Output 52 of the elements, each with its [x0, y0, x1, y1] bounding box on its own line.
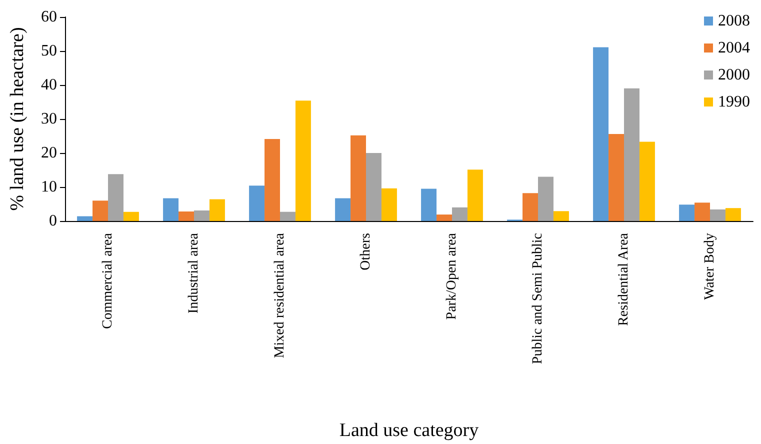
x-tick-label: Others [358, 233, 374, 270]
legend-label: 2008 [718, 12, 750, 30]
y-axis-title: % land use (in heactare) [7, 27, 28, 211]
bar [209, 199, 225, 221]
bar [538, 176, 554, 221]
legend-label: 2004 [718, 40, 750, 56]
x-tick-label: Commercial area [100, 232, 116, 330]
x-tick-label: Mixed residential area [272, 232, 288, 358]
y-tick-label: 40 [41, 76, 57, 94]
bar [295, 100, 311, 221]
y-tick-label: 50 [41, 42, 57, 60]
y-tick-label: 30 [41, 110, 57, 128]
y-tick-label: 0 [49, 212, 57, 230]
bar [639, 142, 655, 221]
bar [335, 198, 351, 221]
y-tick-label: 60 [41, 8, 57, 26]
bar [608, 134, 624, 221]
bar [123, 212, 139, 221]
bar [593, 47, 609, 221]
x-tick-label: Park/Open area [444, 232, 460, 320]
bar [264, 139, 280, 221]
bar [178, 211, 194, 221]
bar [108, 174, 124, 221]
y-tick-label: 10 [41, 178, 57, 196]
bar [163, 198, 179, 221]
bar [710, 209, 726, 221]
bar [92, 200, 108, 221]
bar [694, 202, 710, 221]
bar [679, 204, 695, 221]
x-tick-label: Industrial area [186, 232, 202, 314]
y-tick-label: 20 [41, 144, 57, 162]
bar [436, 214, 452, 221]
bar [366, 153, 382, 221]
x-tick-label: Public and Semi Public [530, 233, 546, 364]
bar [467, 170, 483, 221]
bar [194, 210, 210, 221]
bar [624, 88, 640, 221]
x-axis-title: Land use category [339, 420, 480, 441]
bar [452, 207, 468, 221]
bar [725, 208, 741, 221]
bar [421, 188, 437, 221]
x-tick-label: Residential Area [616, 232, 632, 326]
bar [249, 186, 265, 221]
legend-label: 2000 [718, 66, 750, 84]
legend-label: 1990 [718, 94, 750, 110]
x-tick-label: Water Body [702, 233, 718, 300]
bar [522, 193, 538, 221]
bar [350, 135, 366, 221]
bar [553, 211, 569, 221]
bar [77, 216, 93, 221]
bar [381, 188, 397, 221]
bar [280, 212, 296, 221]
